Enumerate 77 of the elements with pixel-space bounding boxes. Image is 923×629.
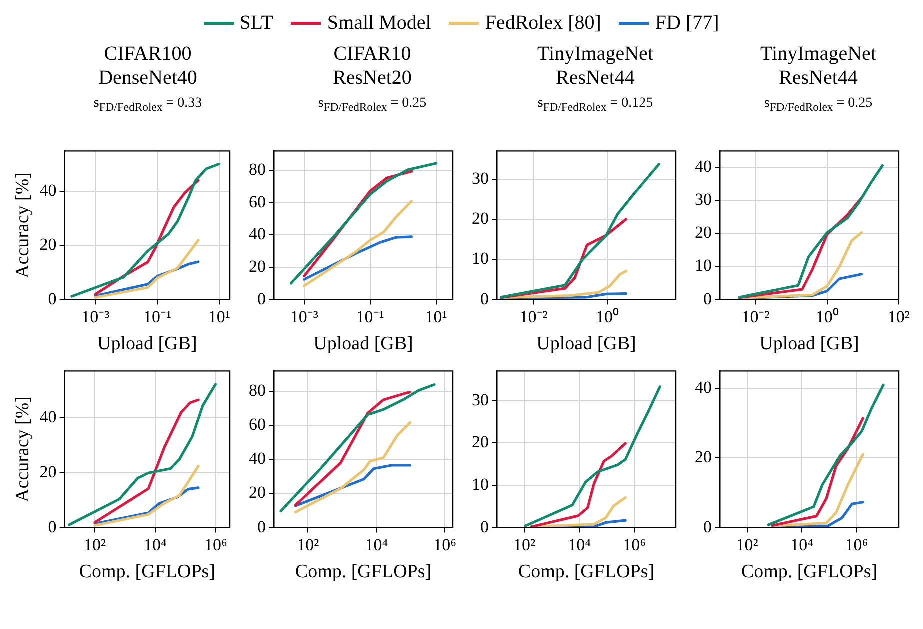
y-tick-label: 0 [48, 289, 57, 308]
y-tick-label: 40 [249, 449, 266, 468]
x-tick-label: 10⁶ [623, 535, 646, 554]
y-tick-label: 20 [40, 235, 57, 254]
x-tick-label: 10² [513, 535, 536, 554]
x-tick-label: 10⁻² [742, 307, 770, 326]
x-tick-label: 10⁴ [790, 535, 814, 554]
y-tick-label: 0 [48, 517, 57, 536]
y-tick-label: 0 [258, 517, 266, 536]
y-tick-label: 0 [480, 289, 489, 308]
y-tick-label: 80 [249, 160, 266, 180]
x-tick-label: 10¹ [208, 307, 230, 326]
y-tick-label: 10 [695, 256, 712, 276]
y-tick-label: 40 [695, 378, 712, 398]
x-axis-title: Comp. [GFLOPs] [79, 562, 216, 583]
legend-label: Small Model [327, 12, 432, 34]
x-tick-label: 10¹ [425, 307, 448, 326]
chart-subtitle: s$_{FD/FedRolex}$ = 0.33 [92, 96, 204, 114]
x-axis-title: Upload [GB] [314, 334, 414, 355]
y-tick-label: 0 [704, 517, 712, 536]
x-tick-label: 10⁴ [568, 535, 592, 554]
x-tick-label: 10⁰ [816, 307, 839, 326]
y-axis-title: Accuracy [%] [12, 172, 34, 279]
legend-label: SLT [240, 12, 274, 34]
y-tick-label: 40 [40, 407, 57, 426]
y-tick-label: 20 [40, 462, 57, 482]
y-tick-label: 20 [472, 208, 489, 228]
y-tick-label: 0 [704, 289, 712, 308]
chart-title: CIFAR100 DenseNet40 [98, 42, 198, 90]
y-tick-label: 20 [695, 223, 712, 242]
chart-title: TinyImageNet ResNet44 [536, 42, 654, 90]
x-tick-label: 10² [888, 307, 910, 326]
x-tick-label: 10⁶ [845, 535, 868, 554]
legend-label: FedRolex [80] [485, 12, 602, 34]
legend-label: FD [77] [655, 12, 720, 34]
y-tick-label: 20 [695, 448, 712, 467]
x-axis-title: Comp. [GFLOPs] [295, 562, 432, 583]
x-tick-label: 10⁻¹ [356, 307, 384, 326]
y-tick-label: 10 [472, 474, 489, 494]
y-tick-label: 20 [249, 256, 266, 276]
x-tick-label: 10⁻¹ [144, 307, 172, 326]
y-tick-label: 30 [695, 190, 712, 210]
x-tick-label: 10⁴ [365, 535, 388, 554]
chart-title: TinyImageNet ResNet44 [760, 42, 878, 90]
x-axis-title: Comp. [GFLOPs] [741, 562, 878, 583]
y-tick-label: 10 [472, 249, 489, 268]
x-tick-label: 10⁰ [596, 307, 620, 326]
y-axis-title: Accuracy [%] [12, 396, 34, 503]
x-tick-label: 10⁻² [520, 307, 548, 326]
y-tick-label: 40 [40, 181, 57, 200]
x-axis-title: Upload [GB] [536, 334, 636, 355]
x-axis-title: Upload [GB] [760, 334, 860, 355]
x-axis-title: Upload [GB] [98, 334, 198, 355]
x-tick-label: 10⁻³ [82, 307, 110, 326]
y-tick-label: 20 [472, 432, 489, 452]
y-tick-label: 60 [249, 192, 266, 212]
y-tick-label: 0 [258, 289, 266, 308]
x-tick-label: 10⁴ [144, 535, 168, 554]
y-tick-label: 40 [249, 224, 266, 244]
x-tick-label: 10⁻³ [290, 307, 318, 326]
x-tick-label: 10⁶ [204, 535, 228, 554]
y-tick-label: 20 [249, 483, 266, 502]
x-tick-label: 10² [84, 535, 106, 554]
y-tick-label: 60 [249, 415, 266, 434]
y-tick-label: 0 [480, 517, 489, 536]
y-tick-label: 80 [249, 381, 266, 400]
x-axis-title: Comp. [GFLOPs] [518, 562, 655, 583]
chart-subtitle: s$_{FD/FedRolex}$ = 0.25 [317, 96, 428, 114]
x-tick-label: 10² [736, 535, 758, 554]
chart-subtitle: s$_{FD/FedRolex}$ = 0.125 [536, 96, 654, 114]
y-tick-label: 40 [695, 157, 712, 176]
y-tick-label: 30 [472, 390, 489, 410]
x-tick-label: 10⁶ [434, 535, 457, 554]
chart-subtitle: s$_{FD/FedRolex}$ = 0.25 [763, 96, 874, 114]
x-tick-label: 10² [297, 535, 320, 554]
y-tick-label: 30 [472, 168, 489, 188]
chart-title: CIFAR10 ResNet20 [332, 42, 413, 90]
